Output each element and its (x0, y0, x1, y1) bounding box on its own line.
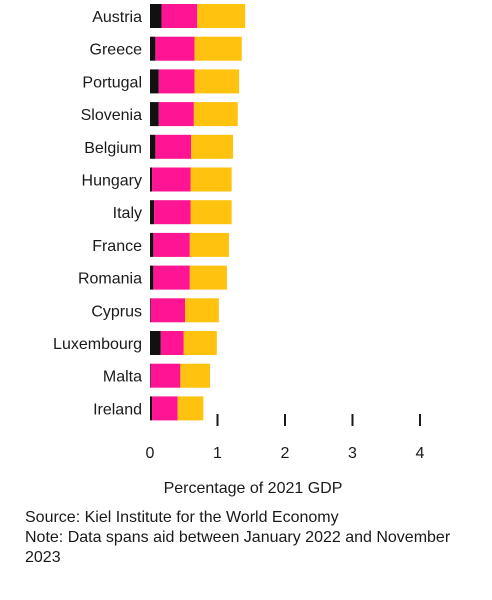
bar-segment (150, 167, 153, 192)
bar-segment (150, 363, 181, 388)
bar-segment (152, 167, 191, 192)
category-label: Malta (103, 369, 142, 386)
bar-segment (189, 265, 227, 290)
bar-segment (150, 4, 162, 28)
category-label: Portugal (82, 74, 142, 91)
bar-segment (194, 69, 240, 94)
x-tick-label: 4 (416, 445, 425, 462)
x-axis-title: Percentage of 2021 GDP (164, 480, 343, 497)
bar-segment (150, 36, 156, 61)
source-note: Source: Kiel Institute for the World Eco… (25, 509, 339, 526)
bar-segment (150, 396, 153, 421)
x-tick-label: 1 (213, 445, 222, 462)
x-tick-label: 3 (348, 445, 357, 462)
bar-segment (189, 232, 229, 257)
bar-segment (150, 102, 159, 127)
bar-segment (161, 4, 198, 28)
bar-segment (150, 200, 155, 225)
category-label: France (92, 238, 142, 255)
category-label: Slovenia (81, 107, 142, 124)
bar-segment (154, 200, 191, 225)
category-label: Luxembourg (53, 336, 142, 353)
bar-segment (155, 134, 192, 159)
category-label: Cyprus (91, 303, 142, 320)
bar-segment (150, 363, 151, 388)
data-note: Note: Data spans aid between January 202… (25, 529, 451, 566)
bar-segment (190, 167, 232, 192)
category-label: Hungary (82, 173, 142, 190)
bar-segment (158, 69, 195, 94)
bar-segment (177, 396, 204, 421)
category-label: Greece (90, 42, 143, 59)
bar-segment (185, 298, 219, 323)
category-label: Belgium (84, 140, 142, 157)
bar-segment (197, 4, 246, 28)
stacked-bar-chart: Austria Greece Portugal Slovenia Belgium Hung… (53, 4, 425, 497)
category-label: Romania (78, 271, 142, 288)
bar-segment (194, 36, 242, 61)
bar-segment (150, 232, 154, 257)
chart-footer: Source: Kiel Institute for the World Eco… (25, 508, 465, 568)
category-label: Austria (92, 9, 142, 26)
bar-segment (150, 298, 151, 323)
bar-segment (155, 36, 195, 61)
bar-segment (191, 134, 234, 159)
bar-segment (150, 298, 186, 323)
bar-segment (190, 200, 232, 225)
bar-segment (193, 102, 238, 127)
bar-segment (153, 232, 190, 257)
bar-segment (150, 134, 156, 159)
x-tick-label: 2 (281, 445, 290, 462)
bar-segment (183, 331, 217, 355)
bar-segment (150, 331, 161, 355)
x-tick-label: 0 (146, 445, 155, 462)
category-label: Ireland (93, 401, 142, 418)
bar-segment (180, 363, 211, 388)
bar-segment (150, 265, 154, 290)
bar-segment (158, 102, 194, 127)
bar-segment (153, 265, 190, 290)
bar-segment (160, 331, 184, 355)
bar-segment (150, 69, 159, 94)
category-label: Italy (113, 205, 142, 222)
bar-segment (152, 396, 178, 421)
